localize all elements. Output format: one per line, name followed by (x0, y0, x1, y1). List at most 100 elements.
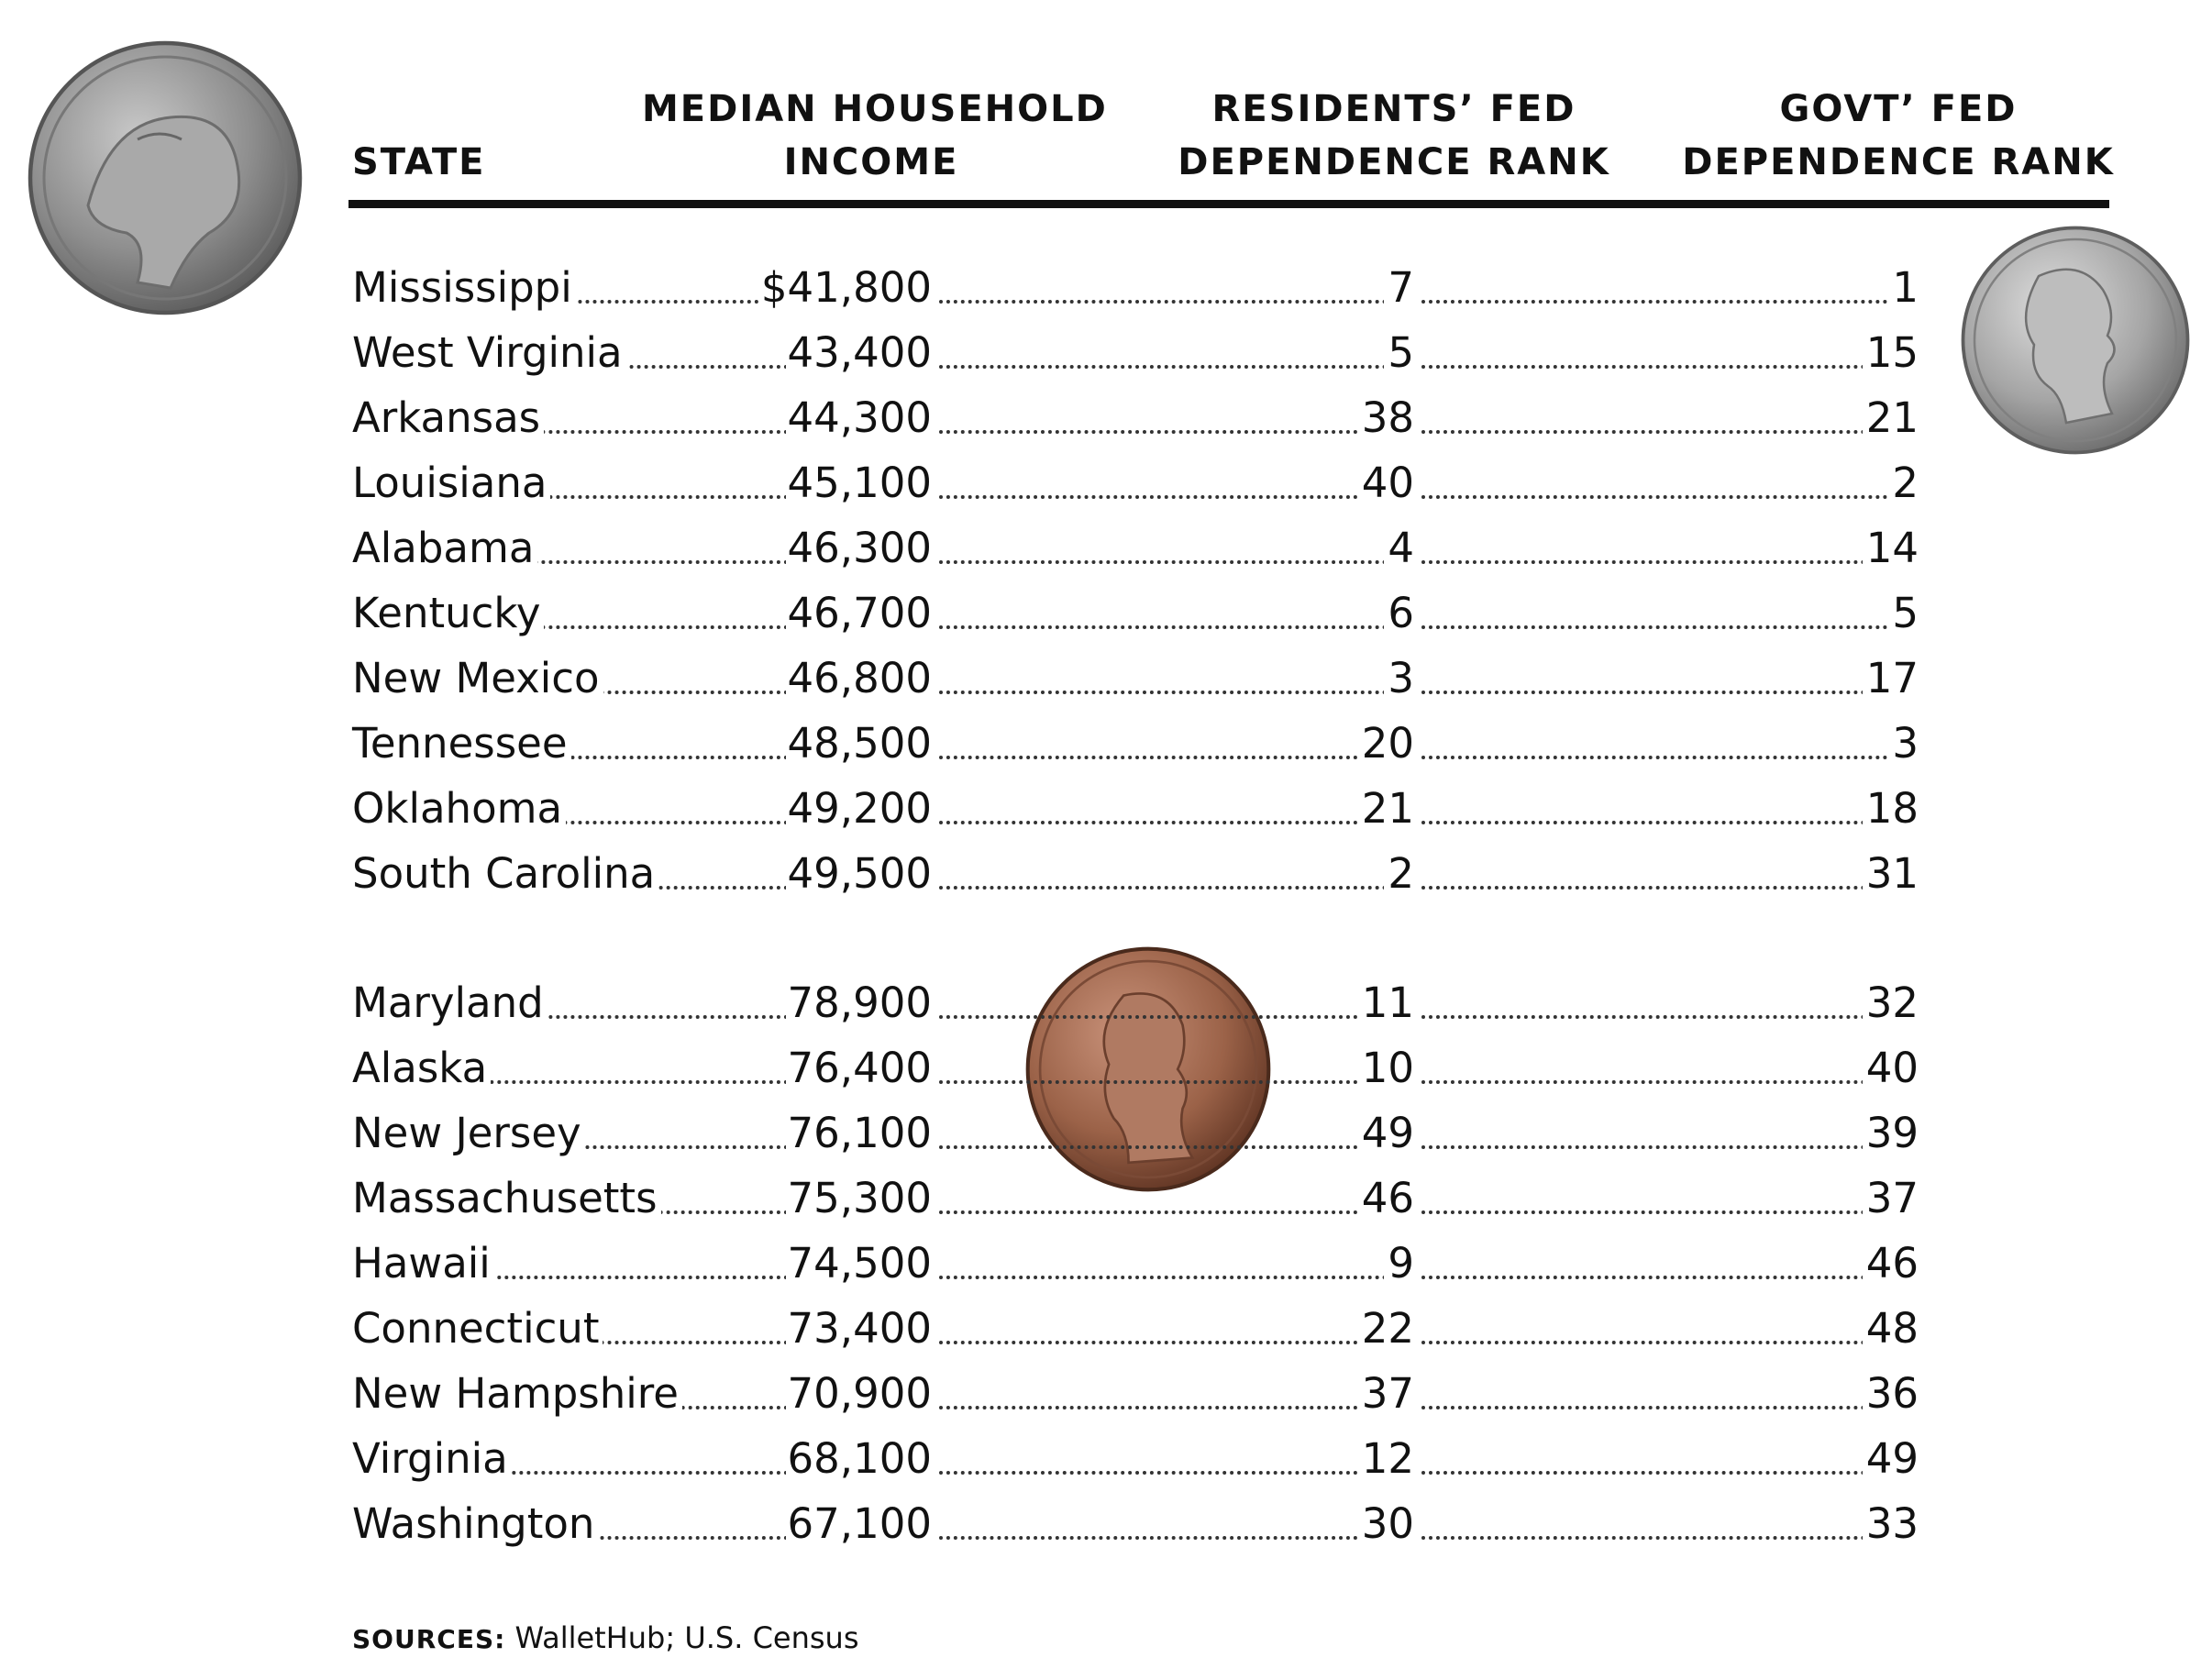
income-cell: 74,500 (785, 1231, 935, 1296)
income-cell: 75,300 (785, 1166, 935, 1231)
table-row: Kentucky 46,700 6 5 (0, 580, 2201, 646)
income-header-line2: INCOME (783, 141, 959, 183)
state-cell: West Virginia (352, 320, 626, 385)
residents-rank-cell: 5 (1384, 320, 1418, 385)
state-cell: Washington (352, 1491, 599, 1556)
govt-rank-column-header: GOVT’ FED DEPENDENCE RANK (1669, 83, 2128, 189)
govt-header-line2: DEPENDENCE RANK (1682, 141, 2115, 183)
govt-rank-cell: 3 (1888, 711, 1919, 776)
income-cell: 67,100 (785, 1491, 935, 1556)
income-cell: 44,300 (785, 385, 935, 450)
table-row: Washington 67,100 30 33 (0, 1491, 2201, 1556)
govt-rank-cell: 40 (1862, 1035, 1919, 1100)
state-cell: Virginia (352, 1426, 512, 1491)
residents-rank-column-header: RESIDENTS’ FED DEPENDENCE RANK (1174, 83, 1614, 189)
govt-rank-cell: 21 (1862, 385, 1919, 450)
state-cell: Kentucky (352, 580, 545, 646)
income-cell: 68,100 (785, 1426, 935, 1491)
residents-rank-cell: 49 (1357, 1100, 1418, 1166)
income-column-header: MEDIAN HOUSEHOLD INCOME (642, 83, 1108, 189)
residents-rank-cell: 10 (1357, 1035, 1418, 1100)
govt-rank-cell: 17 (1862, 646, 1919, 711)
table-row: Oklahoma 49,200 21 18 (0, 776, 2201, 841)
income-cell: 43,400 (785, 320, 935, 385)
table-row: West Virginia 43,400 5 15 (0, 320, 2201, 385)
govt-rank-cell: 31 (1862, 841, 1919, 906)
table-row: New Hampshire 70,900 37 36 (0, 1361, 2201, 1426)
state-cell: Tennessee (352, 711, 571, 776)
govt-rank-cell: 5 (1888, 580, 1919, 646)
govt-rank-cell: 32 (1862, 970, 1919, 1035)
income-cell: 48,500 (785, 711, 935, 776)
residents-rank-cell: 46 (1357, 1166, 1418, 1231)
income-cell: 73,400 (785, 1296, 935, 1361)
income-cell: 49,500 (785, 841, 935, 906)
nickel-coin-icon (28, 40, 303, 315)
govt-rank-cell: 46 (1862, 1231, 1919, 1296)
govt-rank-cell: 48 (1862, 1296, 1919, 1361)
residents-rank-cell: 12 (1357, 1426, 1418, 1491)
table-row: Massachusetts 75,300 46 37 (0, 1166, 2201, 1231)
income-cell: 76,400 (785, 1035, 935, 1100)
income-cell: 46,700 (785, 580, 935, 646)
residents-header-line2: DEPENDENCE RANK (1178, 141, 1610, 183)
residents-rank-cell: 37 (1357, 1361, 1418, 1426)
state-cell: Massachusetts (352, 1166, 661, 1231)
table-row: South Carolina 49,500 2 31 (0, 841, 2201, 906)
govt-rank-cell: 14 (1862, 515, 1919, 580)
govt-rank-cell: 37 (1862, 1166, 1919, 1231)
state-cell: New Mexico (352, 646, 603, 711)
state-cell: Oklahoma (352, 776, 567, 841)
govt-rank-cell: 49 (1862, 1426, 1919, 1491)
govt-rank-cell: 33 (1862, 1491, 1919, 1556)
residents-rank-cell: 22 (1357, 1296, 1418, 1361)
table-row: Tennessee 48,500 20 3 (0, 711, 2201, 776)
table-row: Arkansas 44,300 38 21 (0, 385, 2201, 450)
govt-rank-cell: 36 (1862, 1361, 1919, 1426)
residents-rank-cell: 2 (1384, 841, 1418, 906)
state-cell: Alabama (352, 515, 538, 580)
residents-rank-cell: 6 (1384, 580, 1418, 646)
state-cell: New Hampshire (352, 1361, 682, 1426)
income-cell: 76,100 (785, 1100, 935, 1166)
header-rule (348, 200, 2109, 208)
sources-label: SOURCES: (352, 1624, 506, 1654)
income-cell: 70,900 (785, 1361, 935, 1426)
table-row: Alabama 46,300 4 14 (0, 515, 2201, 580)
state-cell: Hawaii (352, 1231, 494, 1296)
govt-rank-cell: 39 (1862, 1100, 1919, 1166)
income-header-line1: MEDIAN HOUSEHOLD (642, 88, 1108, 130)
govt-rank-cell: 2 (1888, 450, 1919, 515)
state-cell: South Carolina (352, 841, 659, 906)
table-row: Louisiana 45,100 40 2 (0, 450, 2201, 515)
sources-text: WalletHub; U.S. Census (514, 1620, 859, 1655)
income-cell: 46,300 (785, 515, 935, 580)
state-cell: Mississippi (352, 255, 576, 320)
residents-rank-cell: 11 (1357, 970, 1418, 1035)
govt-rank-cell: 15 (1862, 320, 1919, 385)
income-cell: 78,900 (785, 970, 935, 1035)
table-row: Connecticut 73,400 22 48 (0, 1296, 2201, 1361)
residents-rank-cell: 4 (1384, 515, 1418, 580)
residents-rank-cell: 21 (1357, 776, 1418, 841)
residents-rank-cell: 20 (1357, 711, 1418, 776)
residents-rank-cell: 7 (1384, 255, 1418, 320)
state-cell: Alaska (352, 1035, 492, 1100)
penny-coin-icon (1025, 946, 1271, 1192)
state-cell: Maryland (352, 970, 547, 1035)
govt-rank-cell: 18 (1862, 776, 1919, 841)
residents-rank-cell: 30 (1357, 1491, 1418, 1556)
table-row: New Mexico 46,800 3 17 (0, 646, 2201, 711)
state-column-header: STATE (352, 141, 486, 183)
table-row: Maryland 78,900 11 32 (0, 970, 2201, 1035)
state-cell: Louisiana (352, 450, 551, 515)
state-cell: New Jersey (352, 1100, 585, 1166)
table-row: Virginia 68,100 12 49 (0, 1426, 2201, 1491)
state-cell: Arkansas (352, 385, 545, 450)
residents-rank-cell: 9 (1384, 1231, 1418, 1296)
sources-note: SOURCES: WalletHub; U.S. Census (352, 1618, 859, 1660)
residents-rank-cell: 3 (1384, 646, 1418, 711)
table-row: New Jersey 76,100 49 39 (0, 1100, 2201, 1166)
govt-header-line1: GOVT’ FED (1779, 88, 2018, 130)
residents-rank-cell: 40 (1357, 450, 1418, 515)
